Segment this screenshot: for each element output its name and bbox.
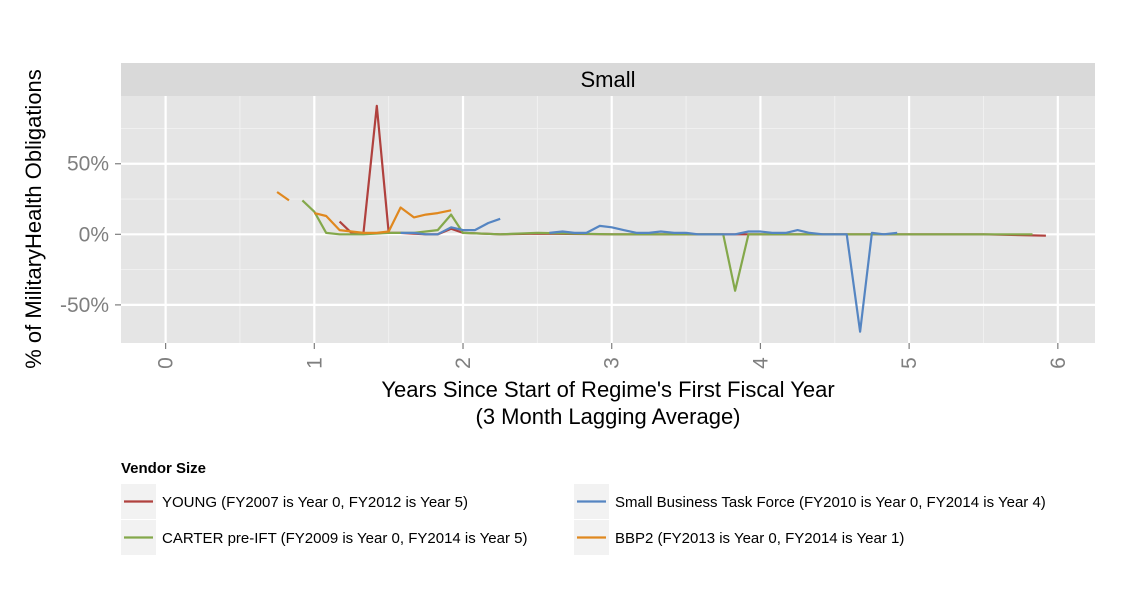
x-tick-label: 0: [155, 357, 178, 369]
x-axis-title-line-2: (3 Month Lagging Average): [476, 404, 741, 429]
legend-title: Vendor Size: [121, 460, 206, 477]
facet-strip-label: Small: [580, 67, 635, 92]
x-tick-label: 6: [1047, 357, 1070, 369]
x-tick-label: 4: [749, 357, 772, 369]
x-axis: 0 1 2 3 4 5 6: [155, 343, 1070, 369]
legend-label: YOUNG (FY2007 is Year 0, FY2012 is Year …: [162, 494, 468, 511]
plot-panel: [121, 96, 1095, 343]
legend-label: BBP2 (FY2013 is Year 0, FY2014 is Year 1…: [615, 530, 904, 547]
series-line-bbp2-fy2013-is-year-0-fy2014-is-year-1: [276, 191, 290, 202]
minor-gridlines: [121, 96, 1095, 343]
legend-label: Small Business Task Force (FY2010 is Yea…: [615, 494, 1046, 511]
x-tick-label: 1: [303, 357, 326, 369]
y-axis-title: % of MilitaryHealth Obligations: [21, 69, 46, 369]
x-tick-label: 2: [452, 357, 475, 369]
series-lines: [276, 104, 1046, 333]
x-tick-label: 5: [898, 357, 921, 369]
x-axis-title-line-1: Years Since Start of Regime's First Fisc…: [381, 377, 834, 402]
series-line-small-business-task-force-fy2010-is-year: [549, 224, 898, 333]
series-line-small-business-task-force-fy2010-is-year: [400, 217, 501, 236]
y-tick-label: 50%: [67, 153, 109, 176]
major-gridlines: [121, 96, 1095, 343]
legend-label: CARTER pre-IFT (FY2009 is Year 0, FY2014…: [162, 530, 527, 547]
facet-strip: [121, 63, 1095, 96]
y-axis: -50% 0% 50%: [60, 153, 121, 317]
y-tick-label: 0%: [79, 223, 109, 246]
legend: Vendor Size YOUNG (FY2007 is Year 0, FY2…: [121, 460, 1046, 555]
series-line-bbp2-fy2013-is-year-0-fy2014-is-year-1: [314, 206, 452, 234]
x-tick-label: 3: [601, 357, 624, 369]
y-tick-label: -50%: [60, 294, 109, 317]
